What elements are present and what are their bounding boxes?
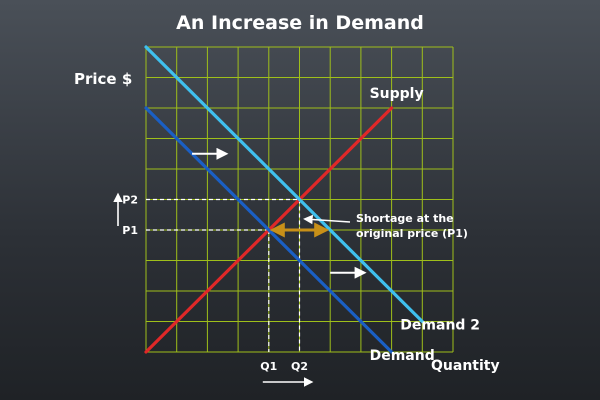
y-axis-label: Price $ — [74, 70, 132, 88]
quantity-tick-label: Q1 — [260, 360, 277, 373]
price-tick-label: P1 — [122, 224, 138, 237]
chart-title: An Increase in Demand — [176, 12, 424, 34]
equilibrium-guides — [146, 198, 301, 352]
x-axis-label: Quantity — [431, 358, 500, 374]
annotation-pointer — [303, 214, 351, 225]
supply-label: Supply — [370, 86, 424, 102]
curves — [144, 45, 424, 354]
quantity-tick-label: Q2 — [291, 360, 308, 373]
demand-curve — [144, 106, 394, 354]
price-tick-label: P2 — [122, 194, 138, 207]
demand-label: Demand — [370, 348, 435, 364]
demand-2-label: Demand 2 — [400, 318, 480, 334]
shortage-annotation-line: original price (P1) — [356, 227, 468, 240]
shortage-annotation-line: Shortage at the — [356, 212, 454, 225]
annotations: Shortage at the original price (P1) — [113, 147, 468, 387]
demand-2-curve — [144, 45, 424, 324]
curve-labels: P1 Q1 P2 Q2 Supply Demand Demand 2 — [122, 86, 480, 373]
